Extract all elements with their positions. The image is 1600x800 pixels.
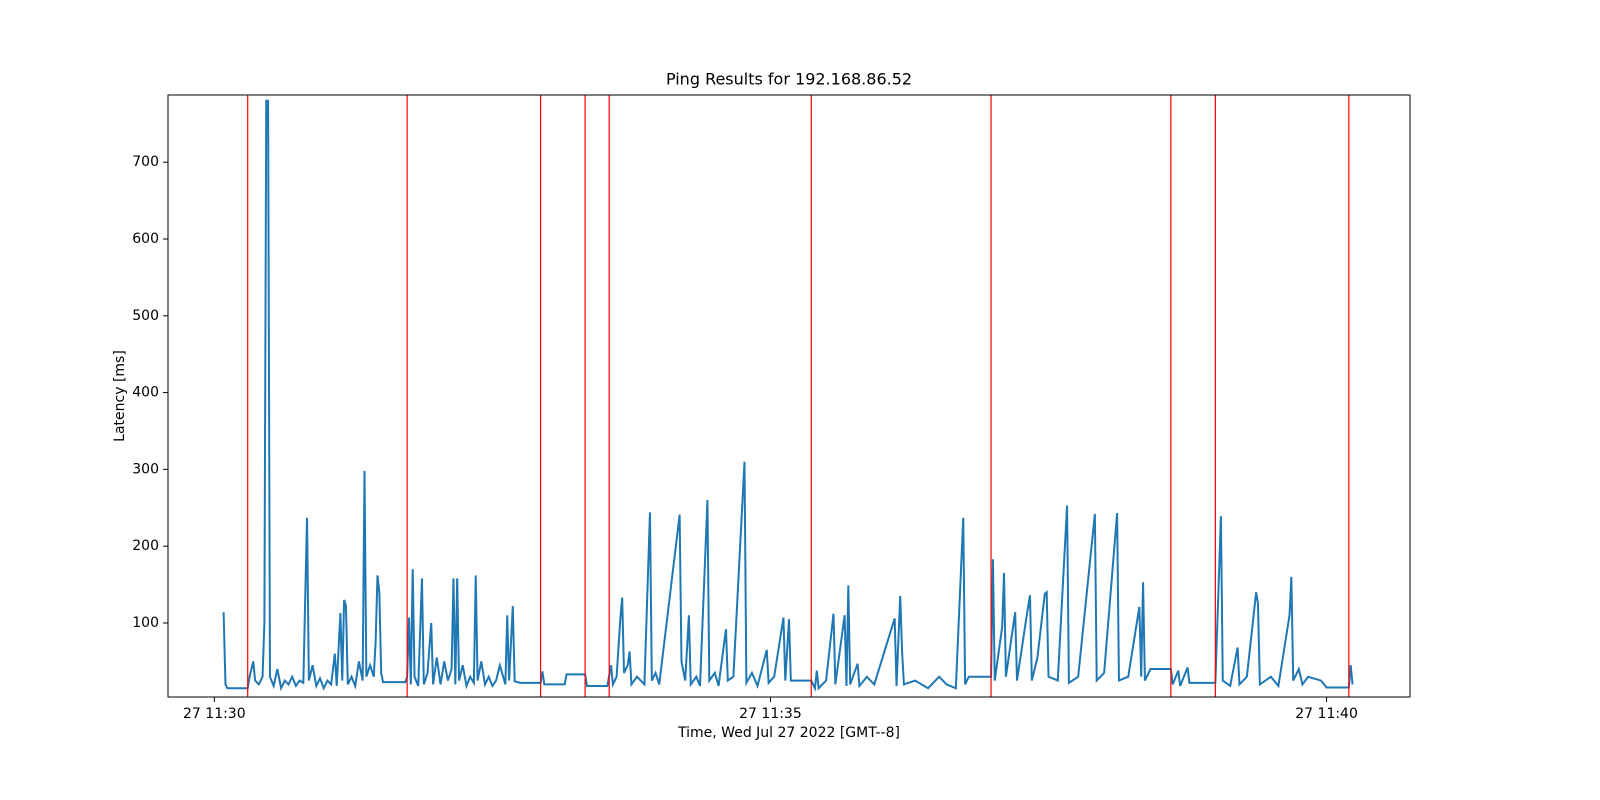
x-tick-label: 27 11:35 xyxy=(739,706,802,722)
y-tick-label: 500 xyxy=(132,308,159,324)
y-tick-label: 400 xyxy=(132,385,159,401)
x-tick-label: 27 11:30 xyxy=(183,706,246,722)
chart-title: Ping Results for 192.168.86.52 xyxy=(666,70,912,89)
y-axis-label: Latency [ms] xyxy=(112,350,128,442)
plot-frame xyxy=(167,94,1411,698)
y-tick-label: 700 xyxy=(132,154,159,170)
y-tick-label: 100 xyxy=(132,615,159,631)
y-tick-label: 600 xyxy=(132,231,159,247)
y-tick-label: 300 xyxy=(132,461,159,477)
x-axis-label: Time, Wed Jul 27 2022 [GMT--8] xyxy=(677,725,900,741)
y-tick-label: 200 xyxy=(132,538,159,554)
x-tick-label: 27 11:40 xyxy=(1295,706,1358,722)
latency-line xyxy=(222,99,1354,692)
